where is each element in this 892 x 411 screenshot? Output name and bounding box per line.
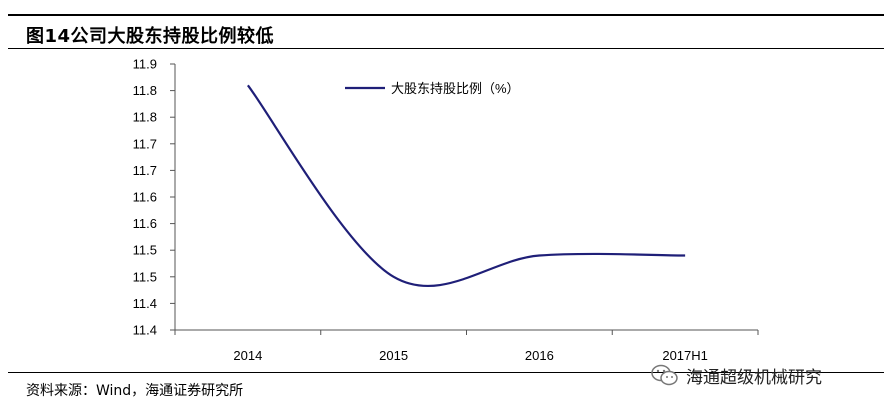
wechat-icon: [651, 364, 678, 386]
series-line: [246, 84, 686, 288]
y-tick-label: 11.9: [133, 57, 157, 72]
y-tick-label: 11.7: [133, 163, 157, 178]
x-tick-label: 2016: [525, 348, 554, 363]
y-tick-label: 11.4: [133, 296, 157, 311]
y-tick-label: 11.8: [133, 110, 157, 125]
x-tick-label: 2015: [379, 348, 408, 363]
y-tick-label: 11.7: [133, 136, 157, 151]
y-tick-label: 11.6: [133, 190, 157, 205]
y-tick-label: 11.5: [133, 269, 157, 284]
title-rule: [8, 48, 884, 49]
y-tick-label: 11.4: [133, 323, 157, 338]
watermark-text: 海通超级机械研究: [686, 367, 822, 388]
figure-title: 图14公司大股东持股比例较低: [26, 26, 275, 47]
x-tick-label: 2014: [233, 348, 262, 363]
source-note: 资料来源：Wind，海通证券研究所: [26, 383, 244, 399]
y-tick-label: 11.8: [133, 83, 157, 98]
y-tick-label: 11.5: [133, 243, 157, 258]
y-tick-label: 11.6: [133, 216, 157, 231]
bottom-rule: [8, 372, 884, 373]
legend-label: 大股东持股比例（%）: [391, 81, 520, 96]
x-tick-label: 2017H1: [662, 348, 708, 363]
top-rule: [8, 14, 884, 16]
watermark: 海通超级机械研究: [650, 361, 822, 389]
